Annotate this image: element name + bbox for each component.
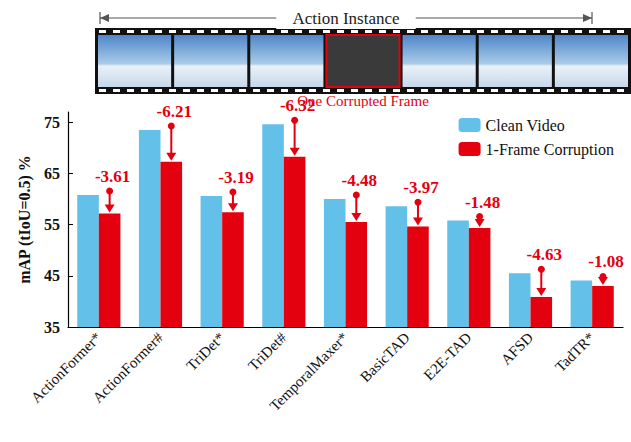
svg-text:-4.48: -4.48: [342, 171, 377, 190]
svg-text:One Corrupted Frame: One Corrupted Frame: [297, 93, 429, 108]
svg-text:-6.21: -6.21: [157, 102, 192, 121]
svg-text:1-Frame Corruption: 1-Frame Corruption: [486, 141, 614, 159]
svg-text:TemporalMaxer*: TemporalMaxer*: [266, 329, 351, 414]
svg-text:-1.08: -1.08: [588, 252, 623, 271]
svg-text:-1.48: -1.48: [465, 193, 500, 212]
svg-text:Action Instance: Action Instance: [292, 9, 399, 28]
svg-text:-3.97: -3.97: [403, 178, 439, 197]
svg-text:45: 45: [44, 267, 60, 284]
svg-text:ActionFormer#: ActionFormer#: [90, 329, 167, 406]
svg-text:-3.19: -3.19: [218, 168, 253, 187]
svg-text:-3.61: -3.61: [95, 167, 130, 186]
svg-text:BasicTAD: BasicTAD: [357, 329, 413, 385]
svg-text:E2E-TAD: E2E-TAD: [420, 329, 474, 383]
svg-text:TriDet#: TriDet#: [245, 329, 290, 374]
svg-text:55: 55: [44, 216, 60, 233]
svg-text:35: 35: [44, 319, 60, 336]
svg-text:ActionFormer*: ActionFormer*: [27, 329, 105, 406]
svg-text:Clean Video: Clean Video: [486, 117, 565, 134]
svg-text:TriDet*: TriDet*: [183, 329, 227, 373]
svg-text:TadTR*: TadTR*: [552, 329, 598, 375]
svg-text:mAP (tIoU=0.5) %: mAP (tIoU=0.5) %: [16, 155, 34, 284]
svg-text:-4.63: -4.63: [527, 245, 562, 264]
svg-text:65: 65: [44, 165, 60, 182]
svg-text:75: 75: [44, 114, 60, 131]
svg-text:AFSD: AFSD: [498, 329, 537, 368]
